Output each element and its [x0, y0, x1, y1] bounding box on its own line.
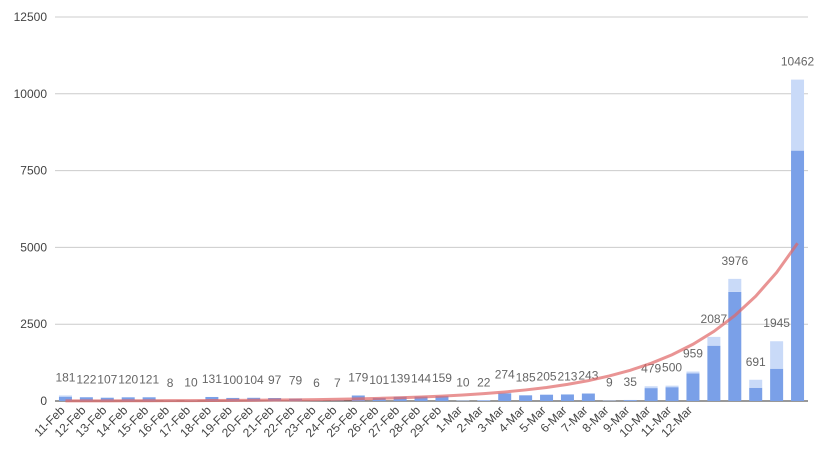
data-label: 8 — [167, 376, 174, 390]
bar-segment — [770, 341, 784, 369]
trendline — [65, 242, 799, 403]
data-label: 10462 — [781, 55, 815, 69]
bar-segment — [728, 278, 742, 292]
y-tick-label: 12500 — [14, 10, 48, 24]
y-tick-label: 7500 — [20, 164, 47, 178]
data-label: 205 — [537, 370, 557, 384]
bar-segment — [498, 393, 512, 401]
bar-segment — [791, 79, 805, 151]
data-label: 159 — [432, 371, 452, 385]
data-label: 274 — [495, 368, 515, 382]
bar-segment — [665, 387, 679, 401]
data-label: 131 — [202, 372, 222, 386]
data-label: 179 — [348, 371, 368, 385]
bar-segment — [540, 394, 554, 401]
data-label: 9 — [606, 376, 613, 390]
bar-segment — [560, 394, 574, 401]
data-label: 6 — [313, 376, 320, 390]
data-label: 181 — [55, 370, 75, 384]
bar-segment — [686, 373, 700, 401]
bar-segment — [435, 396, 449, 401]
data-label: 7 — [334, 376, 341, 390]
bar-segment — [770, 368, 784, 401]
data-label: 121 — [139, 372, 159, 386]
data-label: 120 — [118, 372, 138, 386]
data-label: 97 — [268, 373, 282, 387]
bar-segment — [519, 395, 533, 401]
data-label: 122 — [76, 372, 96, 386]
data-label: 3976 — [721, 254, 748, 268]
data-label: 100 — [223, 373, 243, 387]
data-label: 139 — [390, 372, 410, 386]
data-label: 10 — [184, 376, 198, 390]
data-label: 144 — [411, 372, 431, 386]
data-label: 185 — [516, 370, 536, 384]
bar-segment — [749, 387, 763, 401]
bar-segment — [665, 385, 679, 388]
data-label: 213 — [557, 369, 577, 383]
data-label: 2087 — [701, 312, 728, 326]
bar-segment — [749, 379, 763, 388]
bar-segment — [581, 393, 595, 401]
bar-segment — [644, 386, 658, 389]
bar-segment — [121, 397, 135, 401]
bar-segment — [477, 400, 491, 401]
bar-segment — [79, 397, 93, 401]
data-label: 500 — [662, 361, 682, 375]
y-tick-label: 10000 — [14, 87, 48, 101]
bar-segment — [791, 150, 805, 401]
bar-segment — [58, 396, 72, 401]
y-tick-label: 2500 — [20, 317, 47, 331]
bar-segment — [707, 345, 721, 401]
data-label: 101 — [369, 373, 389, 387]
data-label: 22 — [477, 375, 491, 389]
bar-segment — [644, 388, 658, 401]
bar-segment — [623, 400, 637, 401]
data-label: 10 — [456, 376, 470, 390]
data-label: 691 — [746, 355, 766, 369]
data-label: 79 — [289, 374, 303, 388]
data-label: 104 — [244, 373, 264, 387]
bar-segment — [707, 336, 721, 346]
bar-segment — [728, 291, 742, 401]
data-label: 107 — [97, 373, 117, 387]
data-label: 1945 — [763, 316, 790, 330]
bar-segment — [142, 397, 156, 401]
bar-segment — [58, 395, 72, 397]
data-label: 35 — [624, 375, 638, 389]
bar-segment — [686, 371, 700, 374]
bar-segment — [414, 396, 428, 401]
y-tick-label: 0 — [40, 394, 47, 408]
data-label: 959 — [683, 347, 703, 361]
y-tick-label: 5000 — [20, 240, 47, 254]
